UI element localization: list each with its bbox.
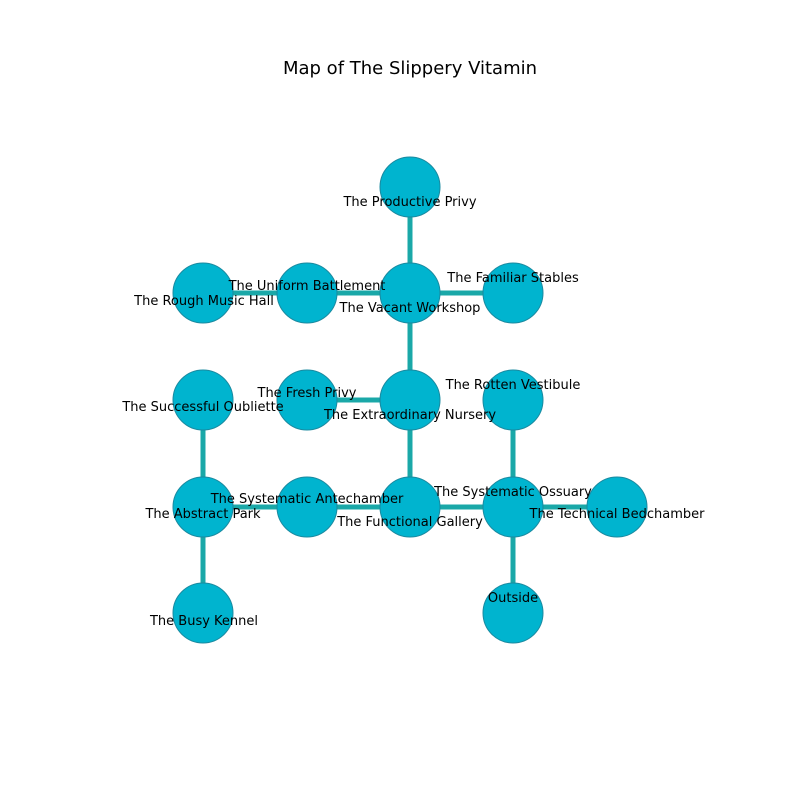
room-label-extraordinary-nursery: The Extraordinary Nursery	[323, 408, 496, 423]
room-node-productive-privy[interactable]	[379, 156, 441, 218]
room-node-fresh-privy[interactable]	[276, 369, 338, 431]
room-label-familiar-stables: The Familiar Stables	[446, 271, 579, 286]
room-node-familiar-stables[interactable]	[482, 262, 544, 324]
room-label-rough-music-hall: The Rough Music Hall	[133, 294, 274, 309]
room-node-busy-kennel[interactable]	[172, 582, 234, 644]
diagram-title: Map of The Slippery Vitamin	[283, 58, 537, 79]
room-label-technical-bedchamber: The Technical Bedchamber	[529, 507, 706, 522]
room-node-rotten-vestibule[interactable]	[482, 369, 544, 431]
room-label-uniform-battlement: The Uniform Battlement	[228, 279, 386, 294]
room-node-uniform-battlement[interactable]	[276, 262, 338, 324]
room-node-abstract-park[interactable]	[172, 476, 234, 538]
room-node-technical-bedchamber[interactable]	[586, 476, 648, 538]
room-node-systematic-ossuary[interactable]	[482, 476, 544, 538]
room-label-outside: Outside	[488, 591, 538, 606]
room-label-rotten-vestibule: The Rotten Vestibule	[445, 378, 581, 393]
room-label-vacant-workshop: The Vacant Workshop	[339, 301, 481, 316]
room-label-fresh-privy: The Fresh Privy	[257, 386, 357, 401]
room-node-extraordinary-nursery[interactable]	[379, 369, 441, 431]
room-node-rough-music-hall[interactable]	[172, 262, 234, 324]
room-node-functional-gallery[interactable]	[379, 476, 441, 538]
room-label-productive-privy: The Productive Privy	[342, 195, 476, 210]
room-label-successful-oubliette: The Successful Oubliette	[121, 400, 283, 415]
room-node-systematic-antechamber[interactable]	[276, 476, 338, 538]
room-node-outside[interactable]	[482, 582, 544, 644]
room-label-abstract-park: The Abstract Park	[144, 507, 261, 522]
room-label-functional-gallery: The Functional Gallery	[336, 515, 483, 530]
room-label-busy-kennel: The Busy Kennel	[149, 614, 258, 629]
room-node-vacant-workshop[interactable]	[379, 262, 441, 324]
room-label-systematic-ossuary: The Systematic Ossuary	[433, 485, 592, 500]
labels-layer: The Productive Privy The Rough Music Hall…	[121, 195, 705, 629]
room-node-successful-oubliette[interactable]	[172, 369, 234, 431]
rooms-layer	[172, 156, 648, 644]
room-label-systematic-antechamber: The Systematic Antechamber	[210, 492, 404, 507]
